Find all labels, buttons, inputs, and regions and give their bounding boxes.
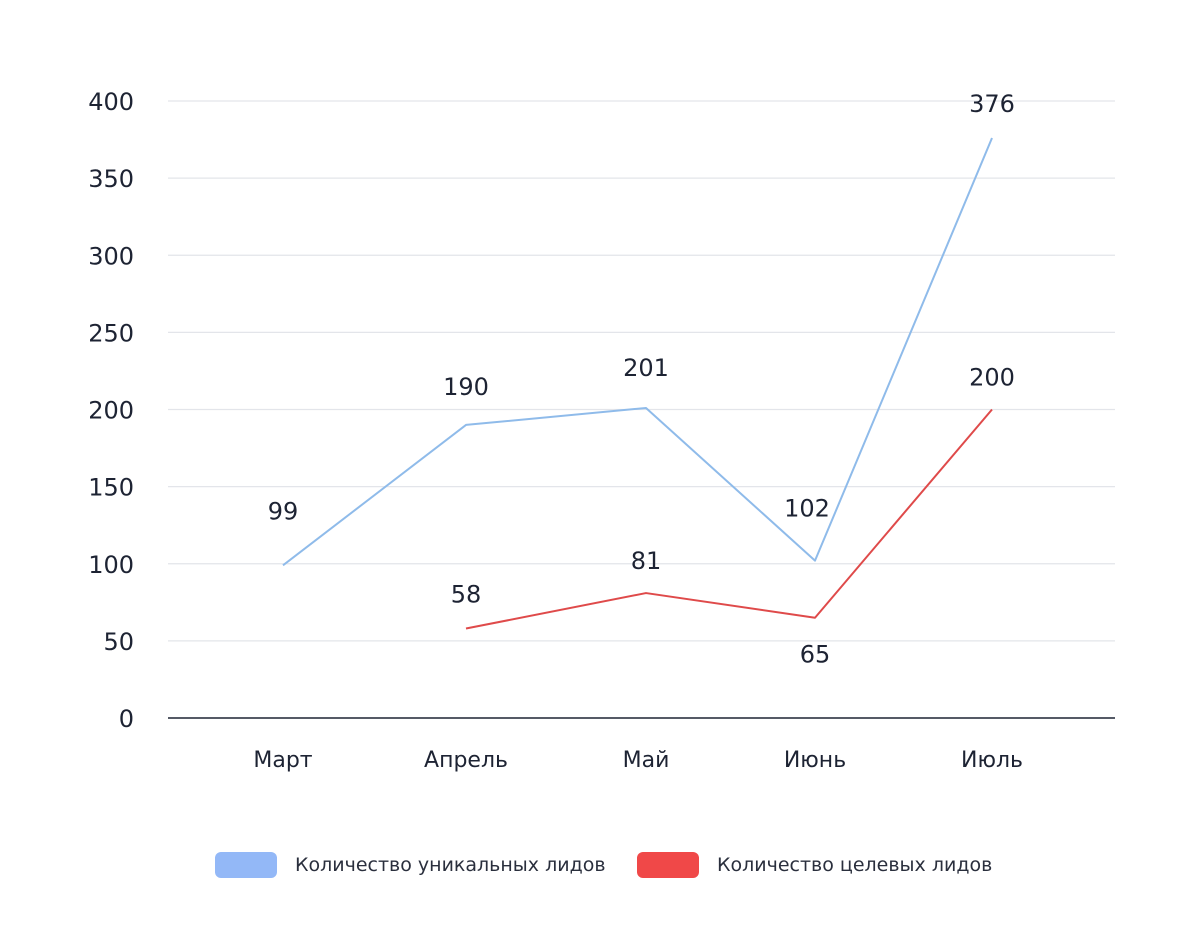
- y-tick-label: 100: [88, 551, 134, 579]
- y-tick-label: 350: [88, 165, 134, 193]
- y-tick-label: 250: [88, 319, 134, 347]
- y-tick-label: 400: [88, 88, 134, 116]
- y-tick-label: 50: [103, 628, 134, 656]
- series-line-target-leads: [465, 408, 993, 630]
- data-label-unique-leads: 99: [268, 497, 299, 525]
- y-tick-label: 200: [88, 397, 134, 425]
- x-tick-label: Март: [253, 748, 312, 773]
- y-tick-label: 150: [88, 474, 134, 502]
- y-tick-label: 0: [119, 705, 134, 733]
- legend-swatch-target-leads: [637, 852, 699, 878]
- legend-label-unique-leads: Количество уникальных лидов: [295, 854, 606, 876]
- x-tick-label: Апрель: [424, 748, 508, 773]
- legend-item-unique-leads: Количество уникальных лидов: [215, 848, 606, 882]
- legend-item-target-leads: Количество целевых лидов: [637, 848, 992, 882]
- x-tick-label: Июль: [961, 748, 1023, 773]
- data-label-unique-leads: 201: [623, 354, 669, 382]
- data-label-target-leads: 65: [800, 641, 831, 669]
- legend-swatch-unique-leads: [215, 852, 277, 878]
- y-tick-label: 300: [88, 242, 134, 270]
- data-label-unique-leads: 102: [784, 495, 830, 523]
- data-label-target-leads: 200: [969, 364, 1015, 392]
- legend-label-target-leads: Количество целевых лидов: [717, 854, 993, 876]
- data-label-unique-leads: 376: [969, 90, 1015, 118]
- x-tick-label: Май: [623, 748, 670, 773]
- data-label-target-leads: 81: [631, 547, 662, 575]
- data-label-unique-leads: 190: [443, 373, 489, 401]
- data-label-target-leads: 58: [451, 581, 482, 609]
- series-line-unique-leads: [282, 137, 993, 567]
- legend: Количество уникальных лидов Количество ц…: [0, 848, 1200, 882]
- x-tick-label: Июнь: [784, 748, 846, 773]
